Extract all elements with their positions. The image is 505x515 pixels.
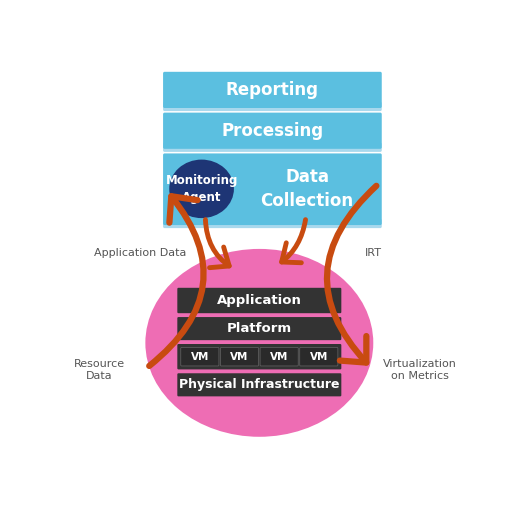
Text: Application: Application <box>217 294 301 307</box>
Text: IRT: IRT <box>364 248 381 258</box>
Text: Data
Collection: Data Collection <box>260 168 353 210</box>
FancyBboxPatch shape <box>260 348 297 366</box>
FancyBboxPatch shape <box>163 72 381 108</box>
Text: VM: VM <box>230 352 248 362</box>
Ellipse shape <box>169 160 233 218</box>
Text: Processing: Processing <box>221 122 323 140</box>
FancyBboxPatch shape <box>163 219 381 228</box>
FancyArrowPatch shape <box>205 220 229 268</box>
Text: VM: VM <box>270 352 288 362</box>
FancyBboxPatch shape <box>177 344 341 369</box>
Text: VM: VM <box>309 352 327 362</box>
Text: Physical Infrastructure: Physical Infrastructure <box>179 379 339 391</box>
FancyBboxPatch shape <box>299 348 337 366</box>
FancyBboxPatch shape <box>163 143 381 152</box>
FancyBboxPatch shape <box>177 288 341 313</box>
FancyBboxPatch shape <box>177 317 341 340</box>
Text: Reporting: Reporting <box>225 81 318 99</box>
FancyArrowPatch shape <box>281 220 305 263</box>
Text: Virtualization
on Metrics: Virtualization on Metrics <box>383 359 457 381</box>
Text: Resource
Data: Resource Data <box>73 359 124 381</box>
Text: Monitoring
Agent: Monitoring Agent <box>165 174 237 204</box>
FancyBboxPatch shape <box>180 348 219 366</box>
FancyBboxPatch shape <box>163 113 381 149</box>
Text: Platform: Platform <box>226 322 291 335</box>
FancyArrowPatch shape <box>326 186 376 363</box>
FancyArrowPatch shape <box>149 196 203 366</box>
FancyBboxPatch shape <box>163 102 381 111</box>
FancyBboxPatch shape <box>177 373 341 397</box>
FancyBboxPatch shape <box>220 348 258 366</box>
Ellipse shape <box>145 249 373 437</box>
Text: VM: VM <box>190 352 209 362</box>
Text: Application Data: Application Data <box>93 248 186 258</box>
FancyBboxPatch shape <box>163 153 381 225</box>
